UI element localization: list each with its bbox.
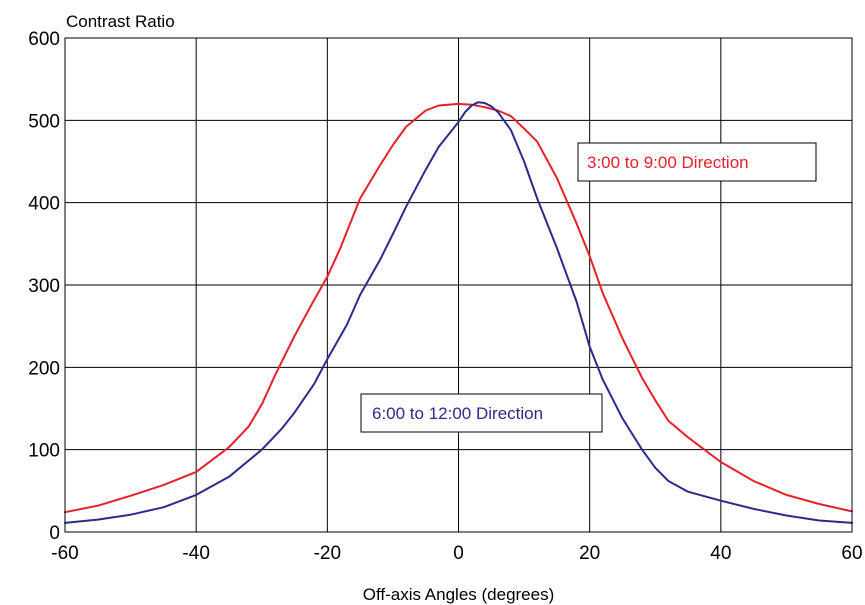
- y-tick-labels: 0 100 200 300 400 500 600: [28, 29, 60, 544]
- x-tick-label: 20: [579, 543, 600, 564]
- x-tick-label: 40: [710, 543, 731, 564]
- y-tick-label: 0: [49, 523, 60, 544]
- y-tick-label: 400: [28, 194, 60, 215]
- x-tick-label: -60: [51, 543, 78, 564]
- y-tick-label: 200: [28, 358, 60, 379]
- series-lines: [64, 101, 853, 524]
- y-tick-label: 100: [28, 441, 60, 462]
- x-tick-label: 60: [841, 543, 862, 564]
- series-line-3-9-direction: [64, 102, 853, 514]
- annotation-red-series: 3:00 to 9:00 Direction: [577, 142, 817, 182]
- x-tick-label: -40: [182, 543, 209, 564]
- x-axis-title: Off-axis Angles (degrees): [363, 585, 555, 604]
- annotation-red-box: [577, 142, 817, 182]
- x-tick-label: -20: [314, 543, 341, 564]
- series-line-6-12-direction: [64, 101, 853, 524]
- y-tick-label: 500: [28, 111, 60, 132]
- x-tick-labels: -60 -40 -20 0 20 40 60: [51, 543, 862, 564]
- annotation-blue-box: [360, 393, 603, 433]
- y-tick-label: 300: [28, 276, 60, 297]
- y-axis-title: Contrast Ratio: [66, 12, 175, 31]
- annotation-red-text: 3:00 to 9:00 Direction: [587, 153, 749, 172]
- x-tick-label: 0: [453, 543, 464, 564]
- annotation-blue-text: 6:00 to 12:00 Direction: [372, 404, 543, 423]
- plot-frame: [64, 37, 853, 533]
- annotation-blue-series: 6:00 to 12:00 Direction: [360, 393, 603, 433]
- y-tick-label: 600: [28, 29, 60, 50]
